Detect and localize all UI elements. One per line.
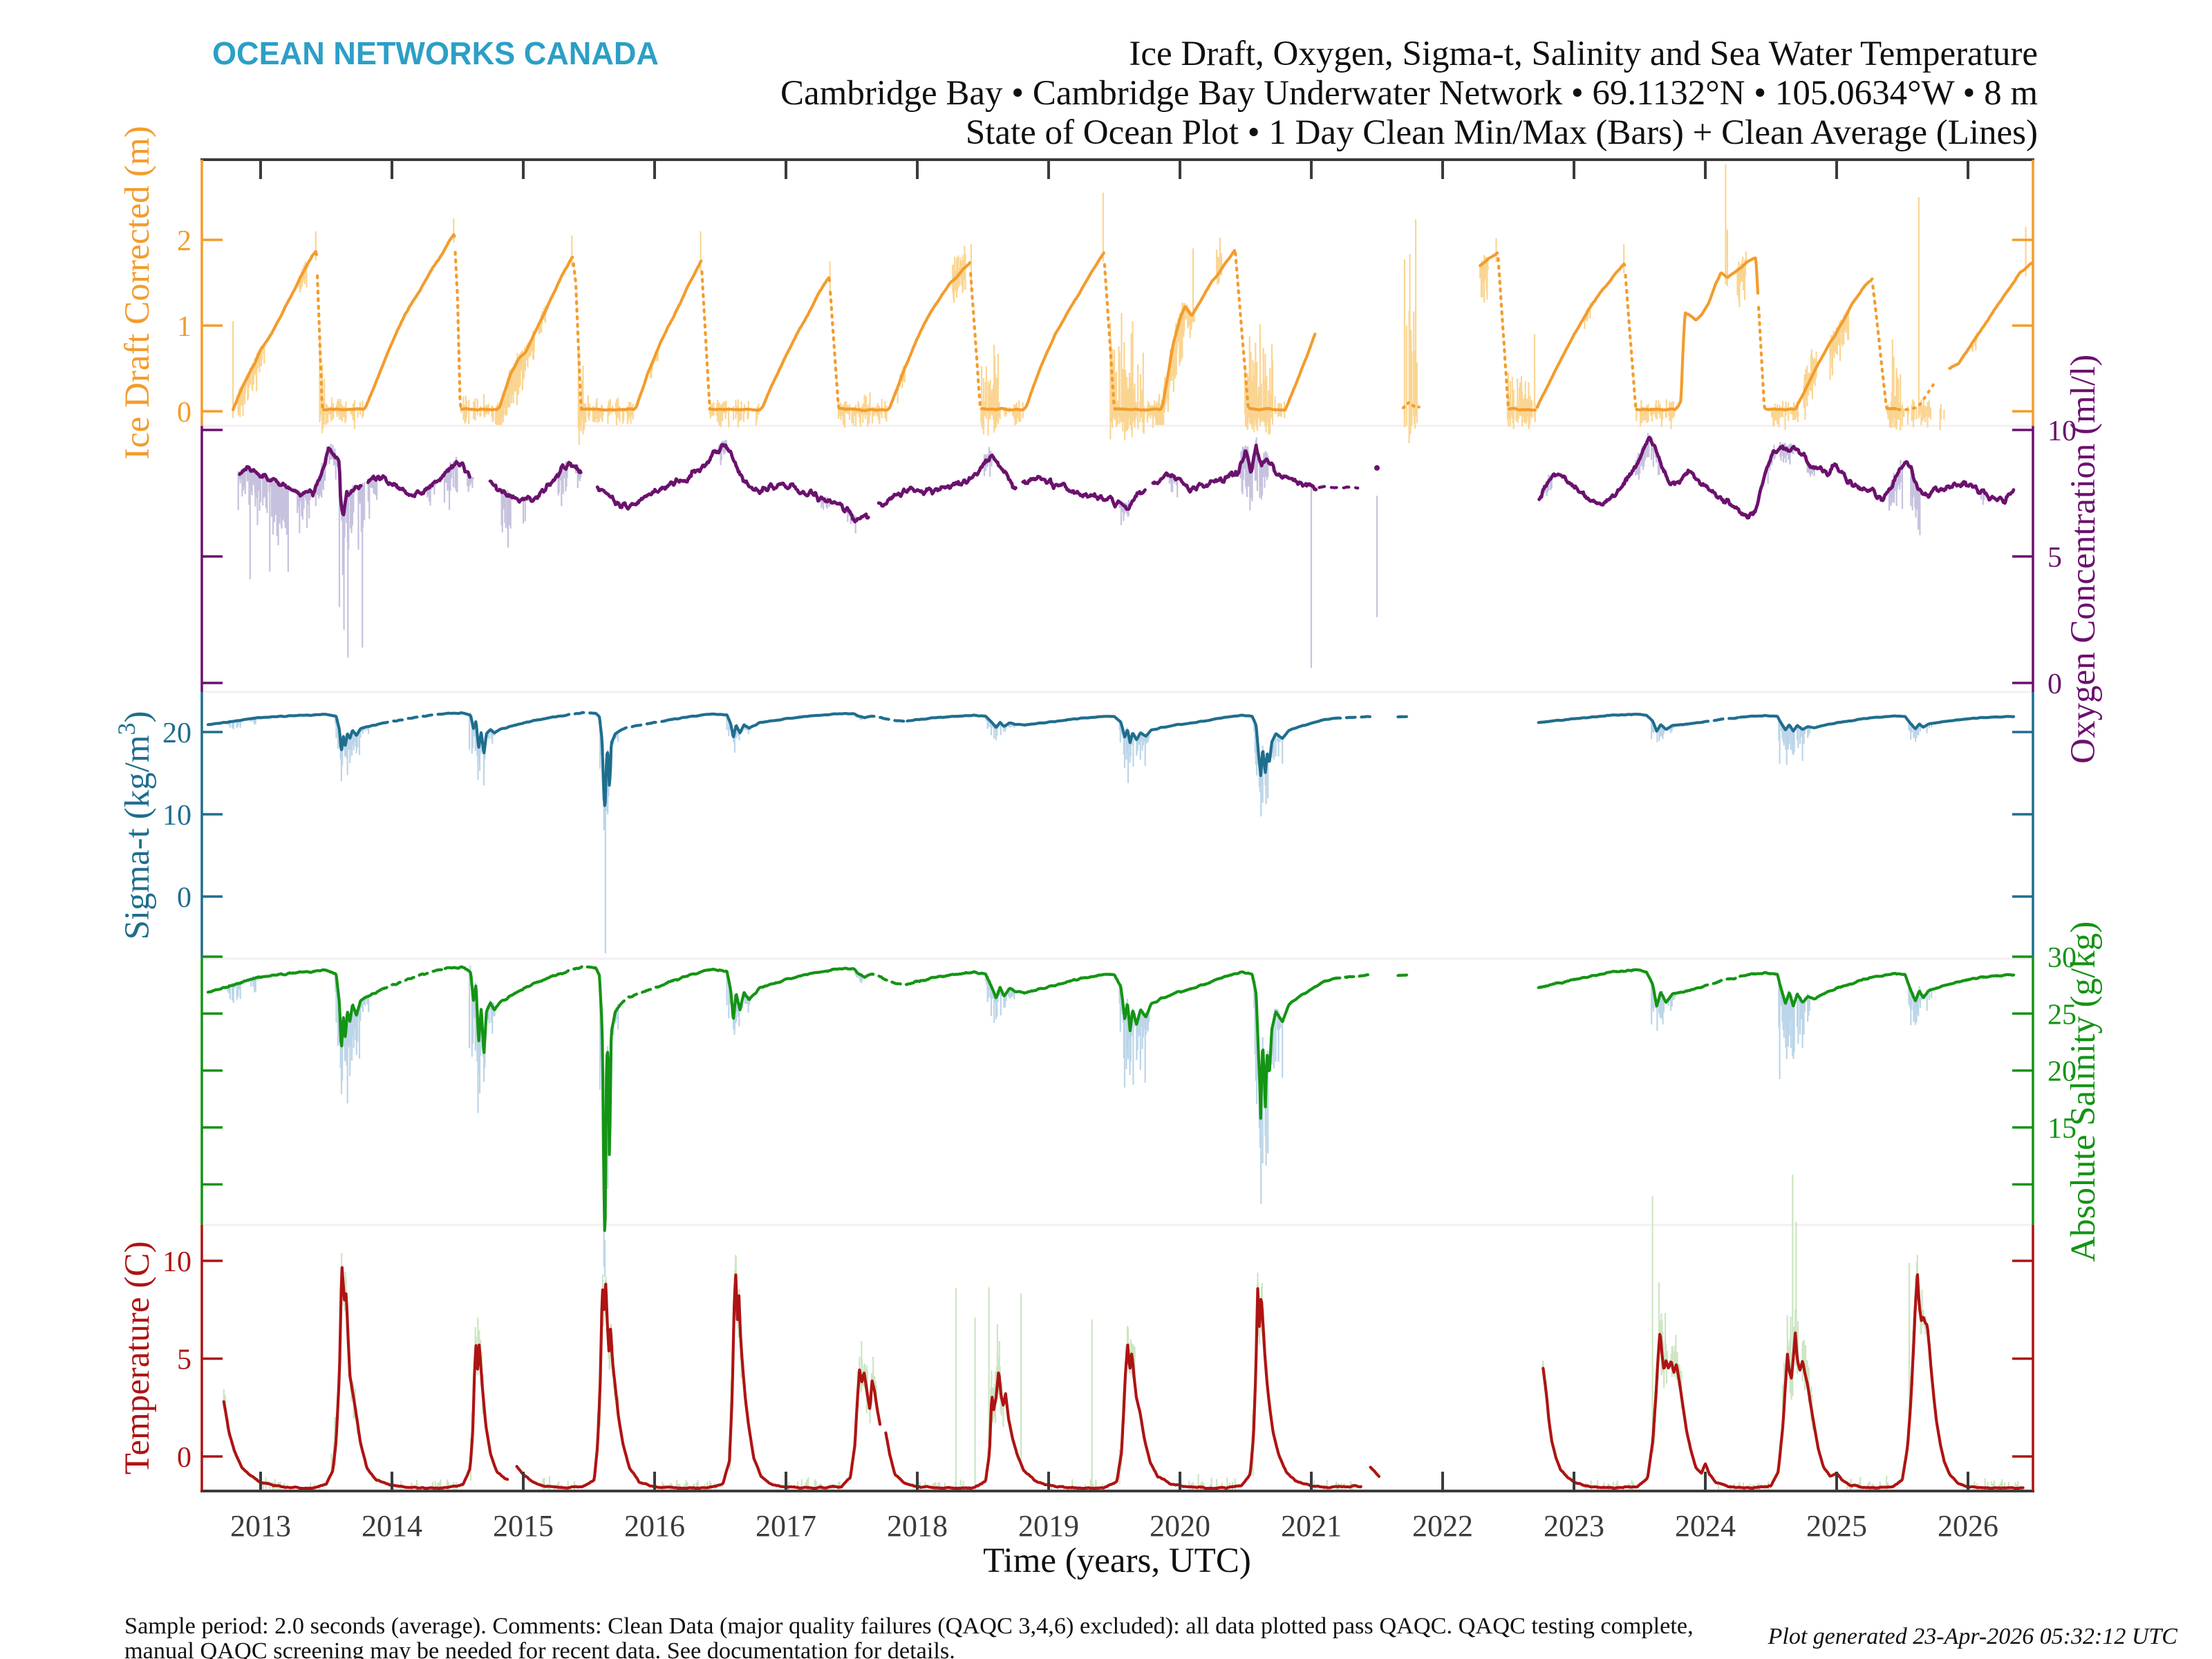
svg-text:5: 5 (2047, 542, 2062, 574)
svg-text:25: 25 (2047, 999, 2077, 1031)
svg-text:5: 5 (177, 1344, 191, 1376)
svg-text:30: 30 (2047, 942, 2077, 974)
svg-text:Time (years, UTC): Time (years, UTC) (983, 1541, 1251, 1580)
svg-text:2020: 2020 (1150, 1509, 1210, 1543)
svg-text:2015: 2015 (493, 1509, 554, 1543)
svg-text:Plot generated 23-Apr-2026 05:: Plot generated 23-Apr-2026 05:32:12 UTC (1768, 1624, 2178, 1649)
svg-text:Ice Draft, Oxygen, Sigma-t, Sa: Ice Draft, Oxygen, Sigma-t, Salinity and… (1129, 35, 2038, 73)
svg-text:20: 20 (162, 718, 191, 749)
svg-text:manual QAQC screening may be n: manual QAQC screening may be needed for … (124, 1638, 955, 1659)
svg-text:10: 10 (2047, 415, 2077, 447)
svg-text:2016: 2016 (624, 1509, 685, 1543)
svg-text:OCEAN NETWORKS CANADA: OCEAN NETWORKS CANADA (212, 35, 659, 71)
svg-text:2019: 2019 (1018, 1509, 1079, 1543)
svg-text:Oxygen Concentration (ml/l): Oxygen Concentration (ml/l) (2064, 355, 2103, 764)
svg-text:2021: 2021 (1281, 1509, 1342, 1543)
svg-text:Temperature (C): Temperature (C) (118, 1241, 157, 1475)
svg-text:0: 0 (2047, 668, 2062, 700)
svg-text:Absolute Salinity (g/kg): Absolute Salinity (g/kg) (2064, 921, 2103, 1262)
svg-text:0: 0 (177, 1442, 191, 1474)
svg-text:2026: 2026 (1938, 1509, 1998, 1543)
svg-text:Ice Draft Corrected (m): Ice Draft Corrected (m) (118, 126, 157, 460)
svg-text:2: 2 (177, 225, 191, 257)
svg-text:0: 0 (177, 397, 191, 429)
svg-text:2013: 2013 (230, 1509, 291, 1543)
svg-text:15: 15 (2047, 1113, 2077, 1145)
svg-text:State of Ocean Plot • 1 Day Cl: State of Ocean Plot • 1 Day Clean Min/Ma… (966, 113, 2038, 152)
svg-text:2018: 2018 (887, 1509, 948, 1543)
svg-text:0: 0 (177, 882, 191, 914)
svg-text:2014: 2014 (362, 1509, 422, 1543)
svg-text:2022: 2022 (1412, 1509, 1473, 1543)
svg-text:10: 10 (162, 1246, 191, 1278)
svg-text:2023: 2023 (1544, 1509, 1604, 1543)
svg-text:20: 20 (2047, 1056, 2077, 1088)
svg-text:Cambridge Bay • Cambridge Bay: Cambridge Bay • Cambridge Bay Underwater… (780, 74, 2038, 113)
svg-text:2025: 2025 (1806, 1509, 1867, 1543)
svg-text:Sample period: 2.0 seconds (av: Sample period: 2.0 seconds (average). Co… (124, 1613, 1694, 1639)
svg-text:2017: 2017 (756, 1509, 816, 1543)
svg-text:1: 1 (177, 311, 191, 343)
svg-text:Sigma-t (kg/m3): Sigma-t (kg/m3) (113, 711, 157, 939)
svg-text:2024: 2024 (1675, 1509, 1736, 1543)
svg-text:10: 10 (162, 800, 191, 832)
